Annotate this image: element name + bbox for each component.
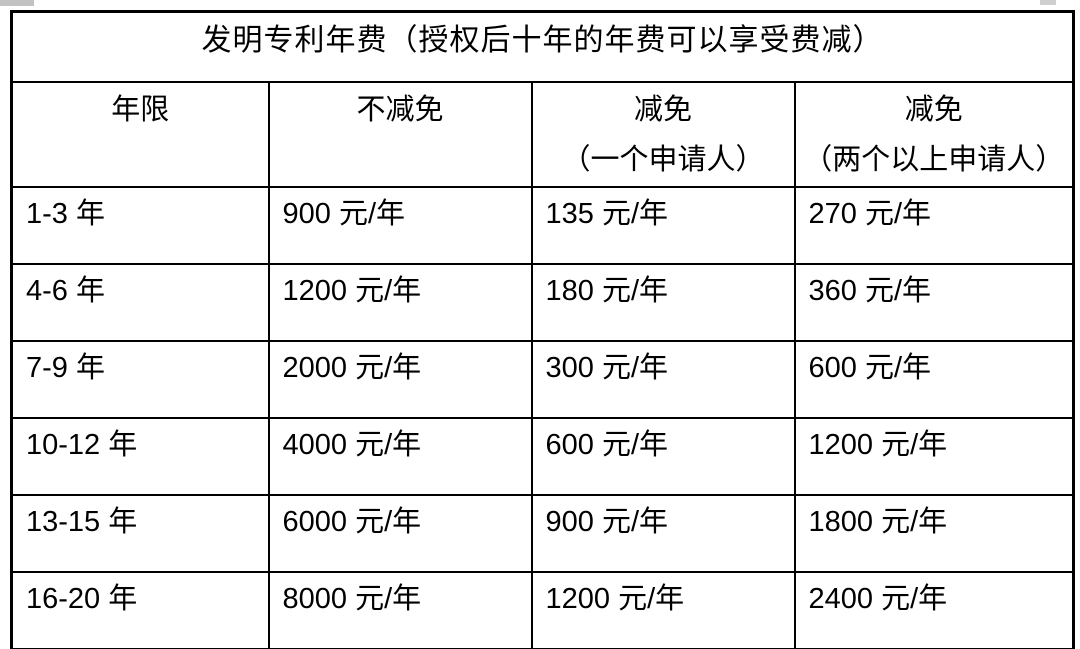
header-years-label: 年限 — [111, 93, 170, 126]
header-years: 年限 — [10, 80, 270, 188]
table-row: 16-20 年 8000 元/年 1200 元/年 2400 元/年 — [10, 570, 1075, 649]
table-title-row: 发明专利年费（授权后十年的年费可以享受费减） — [10, 10, 1075, 83]
header-reduction-single: 减免 （一个申请人） — [530, 80, 796, 188]
cell-reduction-single: 180 元/年 — [530, 262, 796, 342]
cell-years: 1-3 年 — [10, 185, 270, 265]
table-row: 13-15 年 6000 元/年 900 元/年 1800 元/年 — [10, 493, 1075, 573]
cell-reduction-single: 900 元/年 — [530, 493, 796, 573]
cell-years: 4-6 年 — [10, 262, 270, 342]
header-no-reduction: 不减免 — [267, 80, 533, 188]
cell-years: 10-12 年 — [10, 416, 270, 496]
cell-no-reduction: 6000 元/年 — [267, 493, 533, 573]
table-row: 7-9 年 2000 元/年 300 元/年 600 元/年 — [10, 339, 1075, 419]
cell-reduction-single: 300 元/年 — [530, 339, 796, 419]
header-reduction-multi-label: 减免 — [904, 93, 963, 126]
cell-no-reduction: 1200 元/年 — [267, 262, 533, 342]
cell-reduction-multi: 270 元/年 — [793, 185, 1075, 265]
cell-no-reduction: 2000 元/年 — [267, 339, 533, 419]
cell-reduction-single: 600 元/年 — [530, 416, 796, 496]
cell-reduction-single: 1200 元/年 — [530, 570, 796, 649]
cell-years: 7-9 年 — [10, 339, 270, 419]
table-row: 1-3 年 900 元/年 135 元/年 270 元/年 — [10, 185, 1075, 265]
screenshot-crop-artifact-right — [1040, 0, 1056, 5]
cell-reduction-multi: 2400 元/年 — [793, 570, 1075, 649]
cell-reduction-multi: 360 元/年 — [793, 262, 1075, 342]
table-title: 发明专利年费（授权后十年的年费可以享受费减） — [10, 10, 1075, 83]
cell-reduction-multi: 1200 元/年 — [793, 416, 1075, 496]
header-no-reduction-label: 不减免 — [356, 93, 444, 126]
header-reduction-multi-sublabel: （两个以上申请人） — [803, 143, 1065, 176]
cell-reduction-multi: 600 元/年 — [793, 339, 1075, 419]
header-reduction-single-label: 减免 — [633, 93, 692, 126]
cell-years: 13-15 年 — [10, 493, 270, 573]
patent-annual-fee-table: 发明专利年费（授权后十年的年费可以享受费减） 年限 不减免 减免 （一个申请人）… — [10, 10, 1075, 649]
cell-no-reduction: 4000 元/年 — [267, 416, 533, 496]
cell-reduction-single: 135 元/年 — [530, 185, 796, 265]
table-row: 4-6 年 1200 元/年 180 元/年 360 元/年 — [10, 262, 1075, 342]
cell-no-reduction: 8000 元/年 — [267, 570, 533, 649]
cell-no-reduction: 900 元/年 — [267, 185, 533, 265]
cell-years: 16-20 年 — [10, 570, 270, 649]
header-reduction-single-sublabel: （一个申请人） — [561, 143, 765, 176]
screenshot-crop-artifact-left — [0, 0, 34, 6]
header-reduction-multi: 减免 （两个以上申请人） — [793, 80, 1075, 188]
table-header-row: 年限 不减免 减免 （一个申请人） 减免 （两个以上申请人） — [10, 80, 1075, 188]
cell-reduction-multi: 1800 元/年 — [793, 493, 1075, 573]
table-row: 10-12 年 4000 元/年 600 元/年 1200 元/年 — [10, 416, 1075, 496]
